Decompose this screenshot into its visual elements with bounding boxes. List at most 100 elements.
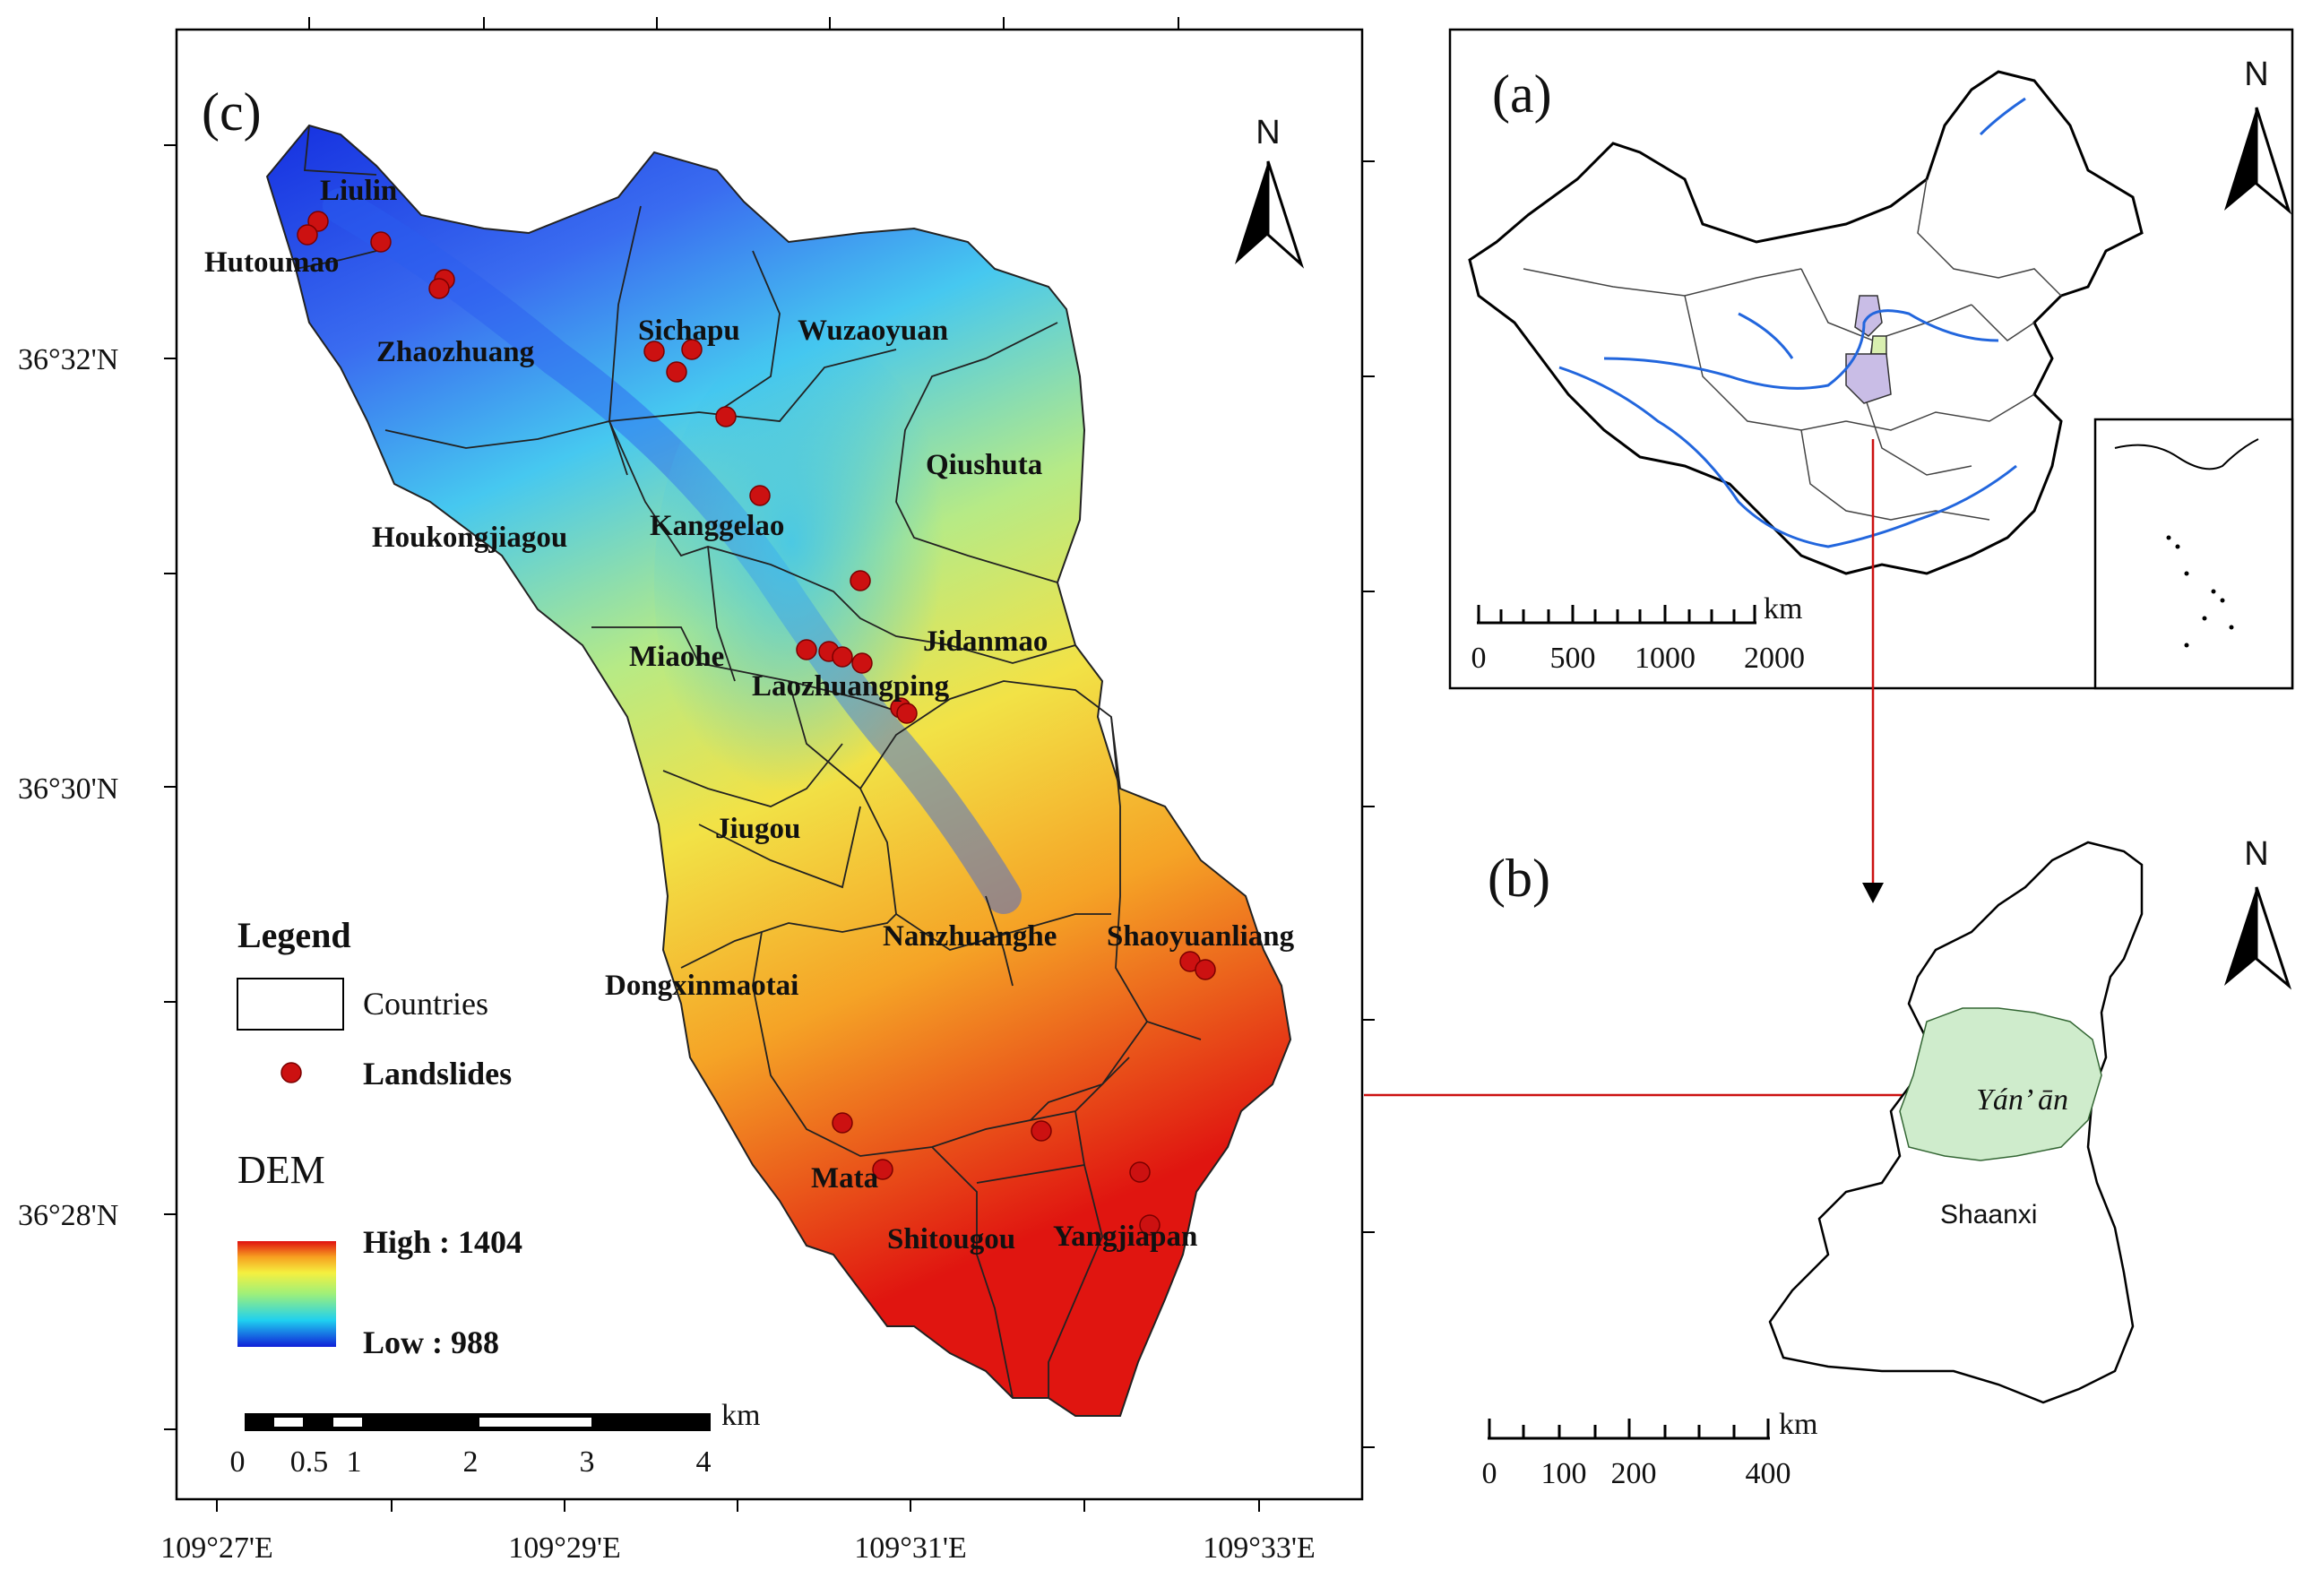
legend-title: Legend [237,915,351,955]
scale-tick: 4 [696,1445,712,1479]
town-label: Shitougou [887,1223,1015,1255]
scale-bar-body [245,1413,711,1431]
town-label: Miaohe [629,641,724,673]
panel-b: (b) Yán’ ān Shaanxi N km 0 100 200 400 [1482,835,2292,1490]
valley-glow [654,332,959,833]
legend-dem-high: High : 1404 [363,1224,522,1260]
yanan-region [1899,1007,2102,1161]
landslide-point [1195,959,1216,980]
lat-tick-marks [164,17,1375,1512]
town-label: Dongxinmaotai [605,970,798,1002]
scale-bar-a: km 0 500 1000 2000 [1471,592,1806,675]
scale-unit: km [1764,592,1802,625]
landslide-point [666,361,687,383]
town-label: Houkongjiagou [372,522,567,554]
legend-dem-low: Low : 988 [363,1324,499,1360]
town-label: Sichapu [638,315,740,347]
highlight-province [1870,335,1887,355]
scale-tick: 0 [230,1445,246,1479]
scale-tick: 0.5 [290,1445,329,1479]
scale-tick: 0 [1471,642,1487,675]
lat-tick-label: 36°32'N [18,343,118,376]
landslide-point [715,406,737,427]
town-label: Qiushuta [926,449,1042,481]
landslide-point [428,278,450,299]
landslide-point [749,485,771,506]
township-boundaries [295,125,1202,1399]
town-label: Zhaozhuang [376,336,535,368]
landslide-point [1139,1214,1161,1236]
landslide-point [1031,1120,1052,1142]
lat-tick-label: 36°30'N [18,772,118,806]
panel-c: 36°32'N 36°30'N 36°28'N 109°27'E 109°29'… [18,17,1375,1565]
lon-tick-label: 109°29'E [508,1531,621,1565]
town-label: Nanzhuanghe [883,920,1057,953]
north-arrow-icon: N [2224,56,2291,215]
rivers [1558,97,2026,548]
legend-landslide-swatch [280,1062,302,1083]
north-letter: N [2244,56,2268,93]
connector-lines [1364,439,1980,1097]
landslide-point [297,224,318,246]
highlight-province [1845,353,1892,404]
scale-unit: km [721,1399,760,1432]
inset-coastline [2114,438,2259,470]
lon-tick-label: 109°31'E [854,1531,967,1565]
lon-tick-label: 109°33'E [1203,1531,1316,1565]
scale-tick: 500 [1550,642,1596,675]
town-label: Liulin [320,175,397,207]
legend-countries-label: Countries [363,986,488,1022]
lat-tick-label: 36°28'N [18,1199,118,1232]
landslide-point [681,339,703,360]
china-outline [1468,70,2144,575]
landslide-point [851,652,873,674]
town-label: Shaoyuanliang [1107,920,1295,953]
landslide-point [643,341,665,362]
scale-tick: 1000 [1635,642,1696,675]
scale-unit: km [1779,1408,1817,1441]
landslide-point [832,646,853,668]
scale-bar-c: km 0 0.5 1 2 3 4 [230,1399,761,1479]
landslide-points [297,211,1216,1236]
town-label: Kanggelao [650,510,784,542]
landslide-point [850,570,871,591]
shaanxi-label: Shaanxi [1940,1200,2037,1229]
scale-tick: 100 [1541,1457,1587,1490]
south-china-sea-inset [2093,418,2294,690]
lon-tick-label: 109°27'E [160,1531,273,1565]
town-label: Wuzaoyuan [798,315,948,347]
panel-b-label: (b) [1488,849,1550,908]
town-label: Jiugou [715,813,800,845]
scale-tick: 2000 [1744,642,1805,675]
north-letter: N [2244,835,2268,873]
inset-islands [2166,535,2234,648]
scale-tick: 0 [1482,1457,1497,1490]
town-label: Mata [811,1162,878,1195]
town-label: Yangjiapan [1053,1221,1197,1253]
landslide-point [370,231,392,253]
north-arrow-icon: N [1235,114,1305,269]
north-arrow-icon: N [2224,835,2292,990]
legend-countries-swatch [237,978,344,1031]
scale-tick: 200 [1611,1457,1657,1490]
landslide-point [896,703,918,724]
landslide-point [872,1159,893,1180]
scale-bar-b: km 0 100 200 400 [1482,1408,1818,1490]
landslide-point [832,1112,853,1134]
town-labels: Liulin Hutoumao Zhaozhuang Sichapu Wuzao… [204,175,1295,1255]
north-arrow-right [1266,160,1305,269]
landslide-point [796,639,817,660]
legend: Legend Countries Landslides DEM High : 1… [237,915,522,1360]
scale-tick: 3 [580,1445,595,1479]
panel-c-frame [175,28,1364,1501]
dem-study-area [265,124,1292,1417]
scale-tick: 1 [347,1445,362,1479]
town-label: Laozhuangping [752,670,950,703]
scale-tick: 2 [463,1445,479,1479]
yanan-label: Yán’ ān [1976,1083,2068,1117]
legend-dem-ramp [237,1241,336,1347]
legend-dem-title: DEM [237,1148,325,1192]
north-letter: N [1256,114,1280,151]
landslide-point [1129,1161,1151,1183]
panel-a: (a) N [1448,28,2294,690]
